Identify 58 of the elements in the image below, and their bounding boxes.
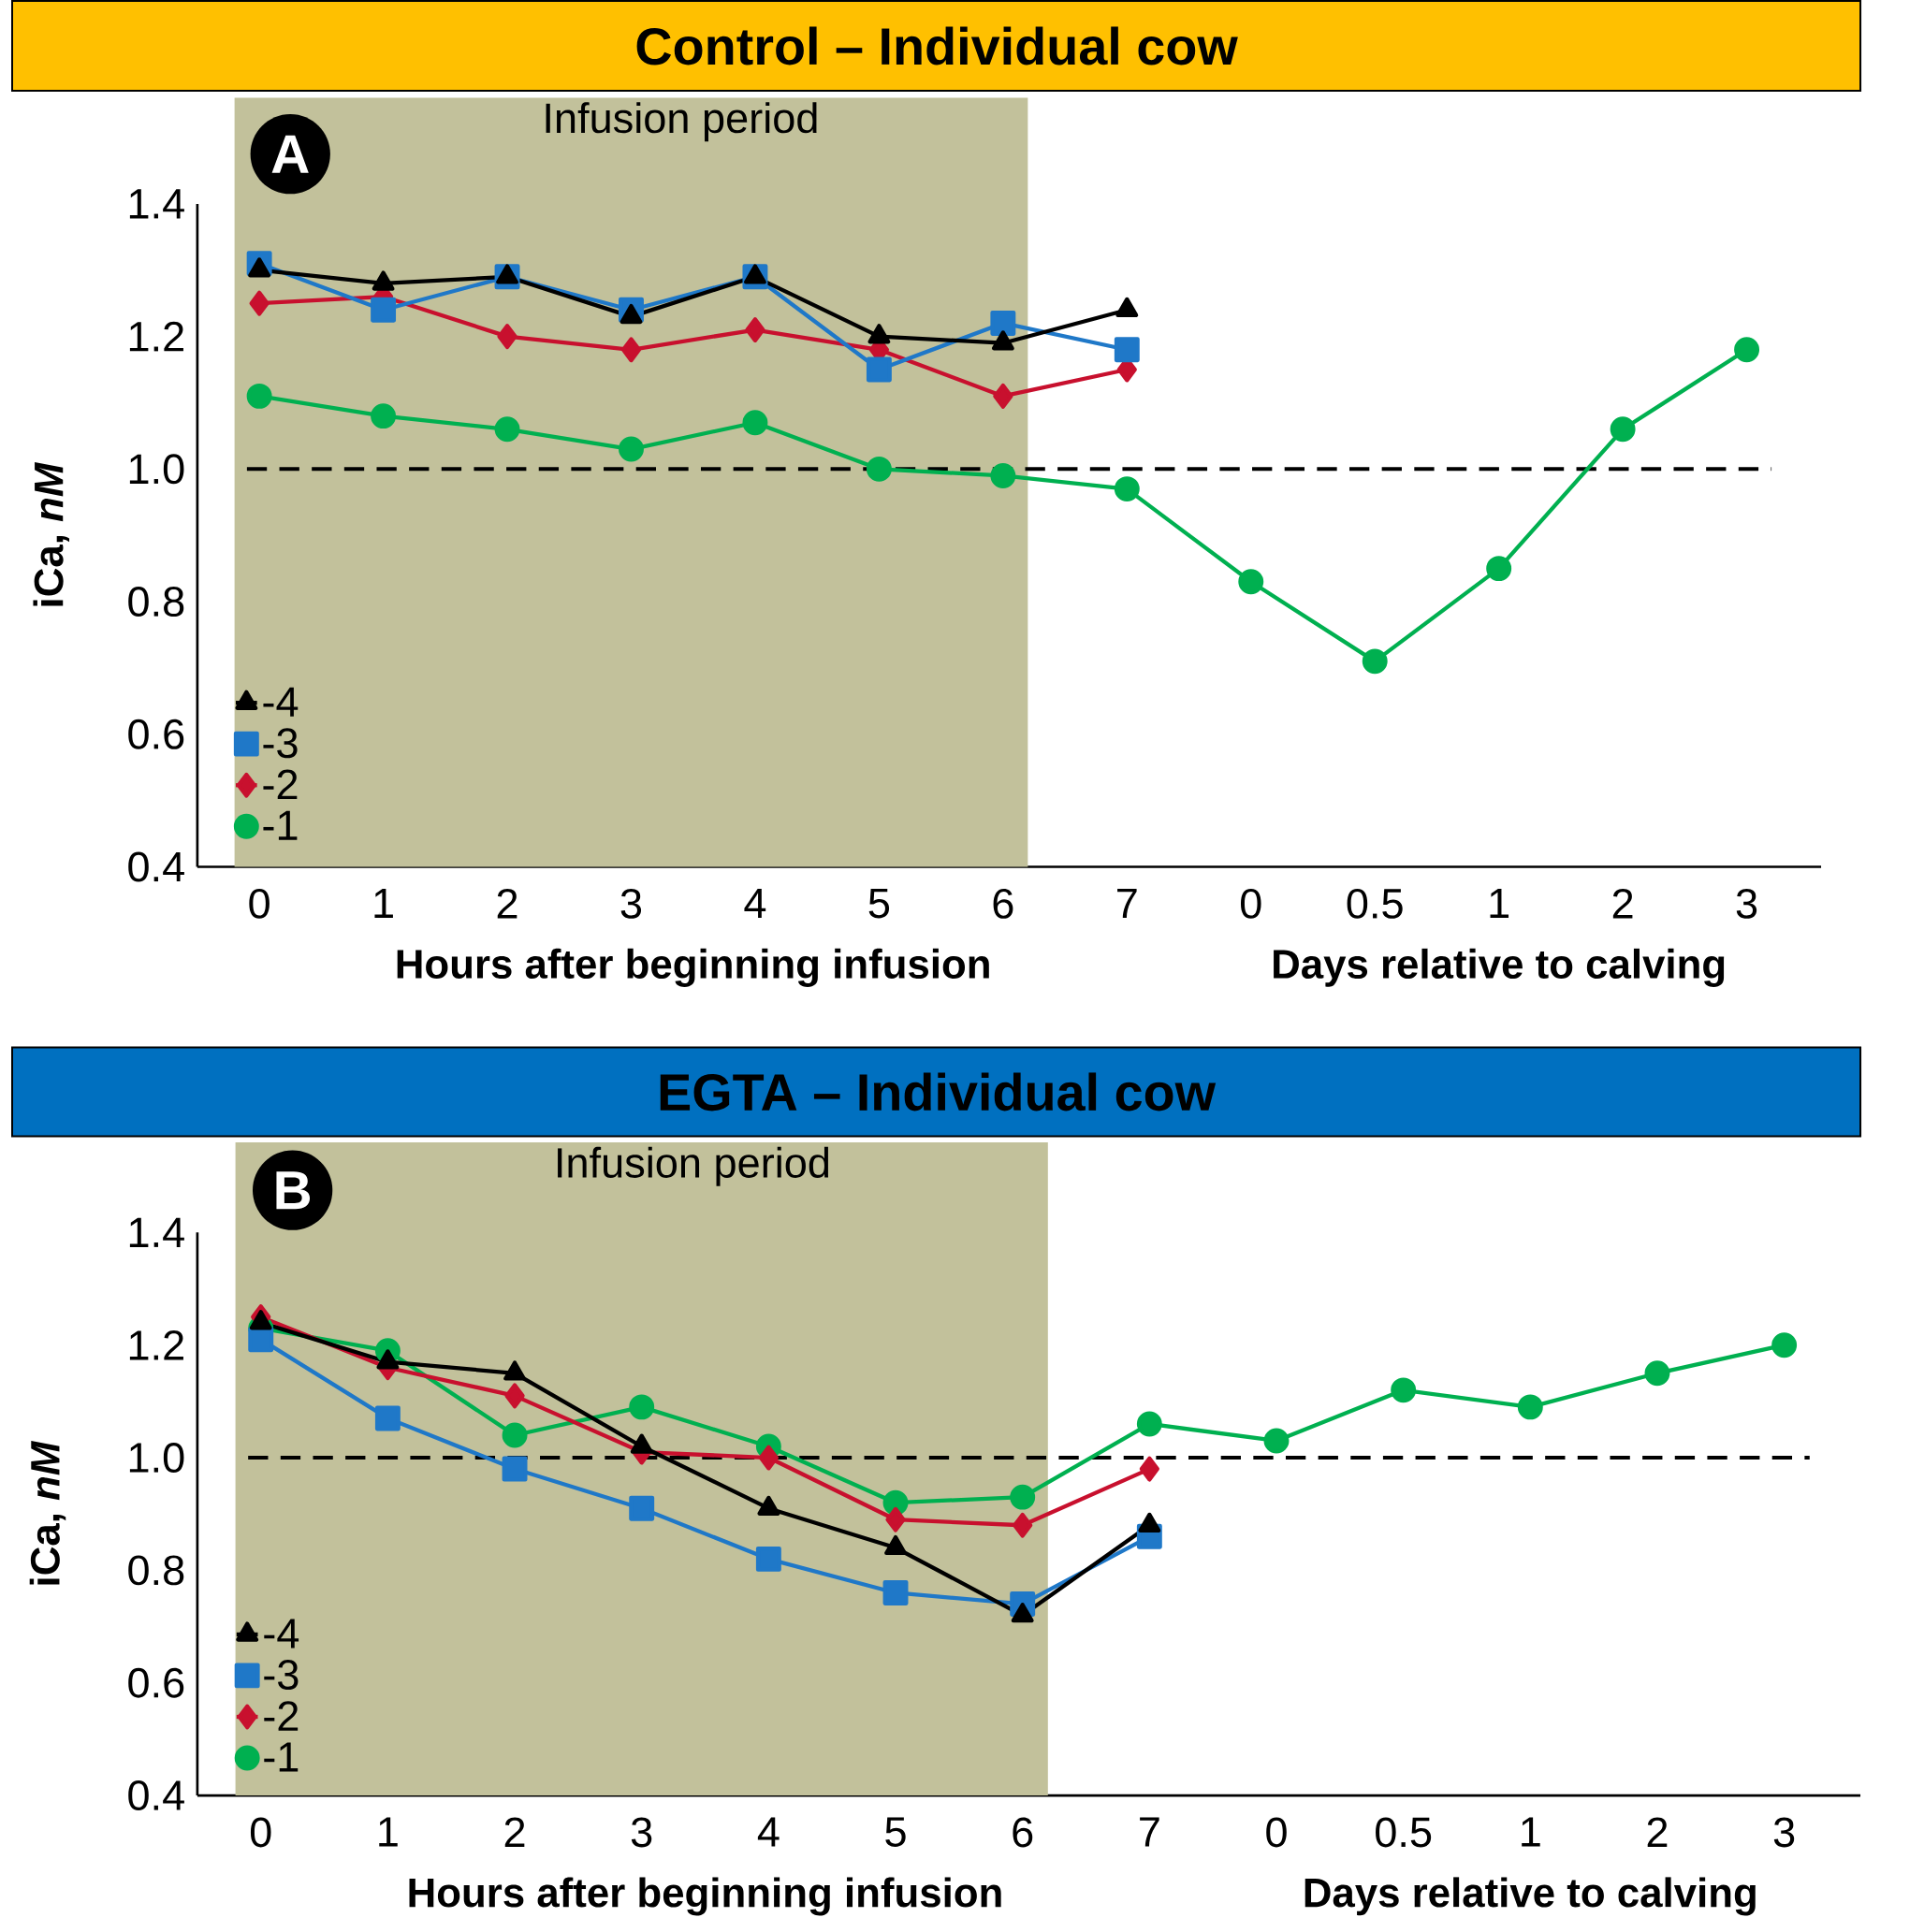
- x-tick-label: 0.5: [1347, 888, 1403, 919]
- x-tick-label: 4: [744, 888, 766, 918]
- y-tick-label: 0.4: [128, 1780, 184, 1811]
- band-label: Infusion period: [546, 102, 817, 142]
- x-tick-label: 7: [1140, 1817, 1159, 1847]
- chart-title: EGTA – Individual cow: [660, 1072, 1217, 1111]
- band-label: Infusion period: [558, 1146, 829, 1186]
- y-tick-label: 0.8: [128, 587, 184, 617]
- y-axis-title: iCa, nM: [29, 1440, 66, 1585]
- x-tick-label: 6: [993, 888, 1013, 919]
- x-tick-label: 7: [1117, 888, 1137, 918]
- chart-title: Control – Individual cow: [636, 26, 1238, 65]
- y-tick-label: 1.2: [129, 1329, 183, 1360]
- y-tick-label: 0.8: [128, 1555, 184, 1586]
- legend-label: -4: [263, 687, 299, 717]
- x-tick-label: 0: [250, 1817, 271, 1848]
- x-tick-label: 3: [1736, 888, 1757, 919]
- y-tick-label: 1.2: [129, 321, 183, 352]
- x-tick-label: 0: [1240, 888, 1261, 919]
- legend-label: -2: [264, 1701, 299, 1731]
- y-tick-label: 0.6: [128, 1667, 184, 1698]
- y-tick-label: 1.0: [129, 454, 184, 485]
- x-tick-label: 3: [1773, 1817, 1795, 1848]
- legend-label: -4: [264, 1619, 299, 1649]
- x-tick-label: 3: [620, 888, 642, 919]
- x-tick-label: 2: [1647, 1817, 1668, 1847]
- x-tick-label: 0: [1266, 1817, 1287, 1848]
- x-tick-label: 5: [868, 888, 890, 919]
- x-axis-title: Hours after beginning infusion: [397, 948, 989, 987]
- x-tick-label: 2: [504, 1817, 525, 1847]
- y-tick-label: 0.6: [128, 719, 184, 749]
- y-tick-label: 1.4: [129, 1217, 184, 1247]
- legend-label: -1: [263, 810, 298, 840]
- text: Days relative to calving: [1274, 948, 1725, 987]
- x-tick-label: 3: [631, 1817, 652, 1848]
- legend-label: -1: [264, 1742, 299, 1772]
- x-tick-label: 0.5: [1376, 1817, 1432, 1848]
- text: B: [276, 1171, 311, 1210]
- x-tick-label: 0: [249, 888, 270, 919]
- x-tick-label: 4: [757, 1817, 780, 1847]
- text: Days relative to calving: [1305, 1877, 1756, 1916]
- x-tick-label: 1: [374, 888, 393, 918]
- x-axis-title: Hours after beginning infusion: [409, 1877, 1001, 1916]
- x-tick-label: 2: [1612, 888, 1633, 919]
- x-tick-label: 1: [1522, 1817, 1540, 1847]
- legend-label: -3: [263, 728, 298, 759]
- y-tick-label: 0.4: [128, 851, 184, 882]
- legend-label: -2: [263, 769, 298, 800]
- text: A: [271, 135, 309, 173]
- x-tick-label: 1: [1490, 888, 1509, 918]
- y-tick-label: 1.0: [129, 1443, 184, 1474]
- x-tick-label: 1: [379, 1817, 398, 1847]
- x-tick-label: 6: [1013, 1817, 1033, 1848]
- y-tick-label: 1.4: [129, 189, 184, 219]
- x-tick-label: 2: [497, 888, 517, 919]
- x-tick-label: 5: [885, 1817, 906, 1847]
- legend-label: -3: [264, 1660, 299, 1691]
- y-axis-title: iCa, nM: [33, 461, 70, 606]
